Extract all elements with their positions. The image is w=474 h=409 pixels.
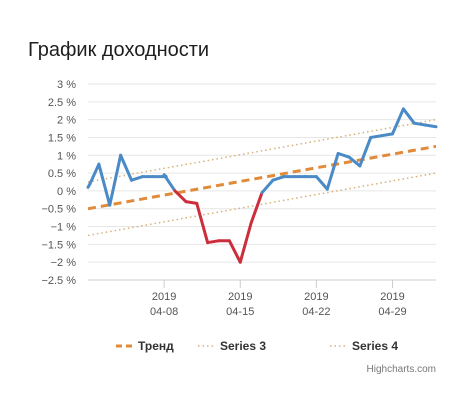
series-segment [108, 153, 123, 207]
y-axis: 3 % 2.5 % 2 % 1.5 % 1 % 0.5 % 0 % −0.5 % −1 % −1.… [41, 79, 76, 287]
x-tick-label: 04-22 [302, 306, 330, 318]
y-tick-label: 2.5 % [48, 97, 76, 109]
series-segment [391, 107, 405, 136]
y-tick-label: 0.5 % [48, 168, 76, 180]
credits-link[interactable]: Highcharts.com [367, 364, 436, 375]
x-tick-year: 2019 [228, 291, 252, 303]
y-tick-label: −2.5 % [41, 275, 76, 287]
chart-title: График доходности [28, 39, 209, 61]
series-segment [325, 151, 340, 191]
y-tick-label: 1 % [57, 150, 76, 162]
y-tick-label: 3 % [57, 79, 76, 91]
x-tick-year: 2019 [304, 291, 328, 303]
series-segment [412, 121, 427, 127]
y-tick-label: −2 % [51, 257, 77, 269]
band-line [88, 118, 436, 183]
series-segment [423, 123, 438, 129]
x-tick-label: 04-29 [378, 306, 406, 318]
legend-label: Тренд [138, 339, 174, 353]
x-tick-year: 2019 [152, 291, 176, 303]
series-segment [380, 132, 394, 138]
series-segment [88, 162, 101, 186]
y-tick-label: 1.5 % [48, 132, 76, 144]
series-segment [401, 107, 416, 125]
series-segment [97, 162, 112, 207]
grid-lines [88, 83, 436, 281]
series-segment [336, 151, 351, 159]
series-segment [184, 200, 199, 205]
series-segment [238, 221, 253, 264]
legend-item-3[interactable]: Series 4 [330, 339, 398, 353]
series-segment [130, 175, 144, 182]
plot-area [86, 107, 438, 264]
series-segment [314, 175, 329, 191]
series-segment [173, 189, 188, 204]
y-tick-label: −1 % [51, 222, 77, 234]
series-segment [227, 239, 242, 264]
series-segment [369, 134, 384, 139]
y-tick-label: −0.5 % [41, 204, 76, 216]
series-segment [249, 191, 264, 225]
series-segment [206, 239, 220, 245]
x-tick-year: 2019 [380, 291, 404, 303]
y-tick-label: 0 % [57, 186, 76, 198]
legend: Тренд Series 3 Series 4 [116, 339, 398, 353]
series-segment [119, 153, 133, 182]
series-segment [271, 175, 286, 182]
legend-label: Series 3 [220, 339, 266, 353]
band-line [88, 172, 436, 237]
series-segment [162, 173, 177, 193]
legend-item-2[interactable]: Series 3 [198, 339, 266, 353]
legend-item-1[interactable]: Тренд [116, 339, 174, 353]
x-tick-label: 04-15 [226, 306, 254, 318]
series-segment [358, 135, 373, 168]
y-tick-label: −1.5 % [41, 239, 76, 251]
series-segment [195, 201, 210, 245]
series-segment [347, 155, 362, 168]
x-axis: 2019 04-08 2019 04-15 2019 04-22 2019 04-29 [88, 279, 436, 318]
y-tick-label: 2 % [57, 115, 76, 127]
legend-label: Series 4 [352, 339, 398, 353]
series-segment [260, 178, 275, 195]
trend-line [88, 144, 436, 211]
x-tick-label: 04-08 [150, 306, 178, 318]
